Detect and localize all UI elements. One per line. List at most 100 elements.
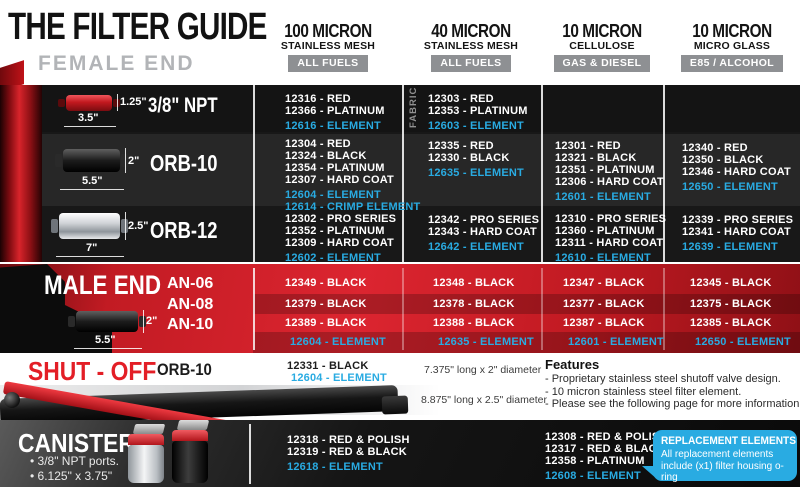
- cell-npt-100micron: 12316 - RED 12366 - PLATINUM 12616 - ELEM…: [285, 93, 385, 132]
- part-number: 12340 - RED: [682, 142, 748, 154]
- element-an-10micron-glass: 12650 - ELEMENT: [695, 336, 791, 348]
- callout-title: REPLACEMENT ELEMENTS: [661, 435, 796, 447]
- part-number: 12309 - HARD COAT: [285, 237, 394, 249]
- part-list: 12304 - RED 12324 - BLACK 12354 - PLATINUM…: [285, 138, 420, 186]
- cell-orb10-100micron: 12304 - RED 12324 - BLACK 12354 - PLATINUM…: [285, 138, 420, 213]
- male-diameter-dim: 2": [146, 315, 158, 327]
- cell-an10-10micron-cellulose: 12387 - BLACK: [563, 317, 645, 329]
- element-list: 12601 - ELEMENT: [555, 191, 664, 203]
- element-number: 12635 - ELEMENT: [428, 167, 524, 179]
- part-list: 12335 - RED 12330 - BLACK: [428, 140, 524, 164]
- row-label-shutoff-orb10: ORB-10: [157, 360, 212, 379]
- part-number: 12341 - HARD COAT: [682, 226, 791, 238]
- callout-body: All replacement elements include (x1) fi…: [661, 449, 784, 483]
- cell-npt-40micron: 12303 - RED 12353 - PLATINUM 12603 - ELEM…: [428, 93, 528, 132]
- part-number: 12321 - BLACK: [555, 152, 637, 164]
- dimension-line: [56, 256, 124, 257]
- part-list: 12308 - RED & POLISH 12317 - RED & BLACK 1…: [545, 431, 668, 467]
- column-header-100-micron: 100 MICRON STAINLESS MESH ALL FUELS: [258, 22, 398, 72]
- element-number: 12603 - ELEMENT: [428, 120, 524, 132]
- part-list: 12340 - RED 12350 - BLACK 12346 - HARD COA…: [682, 142, 791, 178]
- cell-an10-40micron: 12388 - BLACK: [433, 317, 515, 329]
- cell-orb12-10micron-cellulose: 12310 - PRO SERIES 12360 - PLATINUM 12311 …: [555, 213, 666, 264]
- element-list: 12639 - ELEMENT: [682, 241, 793, 253]
- element-an-40micron: 12635 - ELEMENT: [438, 336, 534, 348]
- element-number: 12614 - CRIMP ELEMENT: [285, 201, 421, 213]
- part-number: 12310 - PRO SERIES: [555, 213, 667, 225]
- cell-an10-100micron: 12389 - BLACK: [285, 317, 367, 329]
- column-separator: [253, 268, 255, 350]
- cell-an08-10micron-glass: 12375 - BLACK: [690, 298, 772, 310]
- male-end-panel: [0, 264, 800, 353]
- part-list: 12303 - RED 12353 - PLATINUM: [428, 93, 528, 117]
- part-number: 12346 - HARD COAT: [682, 166, 791, 178]
- part-number: 12324 - BLACK: [285, 150, 367, 162]
- orb12-diameter-dim: 2.5": [128, 220, 149, 232]
- orb10-length-dim: 5.5": [82, 175, 103, 187]
- column-separator: [541, 268, 543, 350]
- shutoff-orb10-part: 12331 - BLACK: [287, 360, 369, 372]
- row-npt-background: [40, 85, 800, 132]
- cell-an08-100micron: 12379 - BLACK: [285, 298, 367, 310]
- callout-tail: [642, 466, 658, 480]
- cell-orb12-10micron-glass: 12339 - PRO SERIES 12341 - HARD COAT 1263…: [682, 214, 793, 253]
- cell-orb10-10micron-glass: 12340 - RED 12350 - BLACK 12346 - HARD COA…: [682, 142, 791, 193]
- male-end-heading: MALE END: [44, 270, 162, 300]
- replacement-elements-callout: REPLACEMENT ELEMENTS All replacement ele…: [642, 430, 797, 483]
- element-list: 12618 - ELEMENT: [287, 461, 410, 473]
- part-number: 12360 - PLATINUM: [555, 225, 655, 237]
- cell-orb12-100micron: 12302 - PRO SERIES 12352 - PLATINUM 12309 …: [285, 213, 396, 264]
- fuel-badge: E85 / ALCOHOL: [680, 55, 784, 72]
- spec-bullet: • 6.125" x 3.75": [30, 469, 113, 483]
- part-number: 12342 - PRO SERIES: [428, 214, 540, 226]
- page-title: THE FILTER GUIDE: [8, 6, 267, 48]
- cell-orb10-10micron-cellulose: 12301 - RED 12321 - BLACK 12351 - PLATINUM…: [555, 140, 664, 203]
- row-label-an06: AN-06: [167, 275, 214, 292]
- dimension-line: [117, 94, 118, 111]
- canister-cap-image: [172, 430, 208, 441]
- fuel-badge: GAS & DIESEL: [553, 55, 651, 72]
- element-number: 12639 - ELEMENT: [682, 241, 778, 253]
- spec-bullet: • 3/8" NPT ports.: [30, 454, 119, 468]
- npt-diameter-dim: 1.25": [120, 96, 147, 108]
- part-number: 12311 - HARD COAT: [555, 237, 664, 249]
- cell-canister-100micron: 12318 - RED & POLISH 12319 - RED & BLACK …: [287, 434, 410, 473]
- column-media-label: MICRO GLASS: [693, 40, 771, 52]
- element-list: 12610 - ELEMENT: [555, 252, 666, 264]
- column-media-label: CELLULOSE: [569, 40, 635, 52]
- part-number: 12318 - RED & POLISH: [287, 434, 410, 446]
- element-an-100micron: 12604 - ELEMENT: [290, 336, 386, 348]
- part-number: 12304 - RED: [285, 138, 351, 150]
- element-list: 12635 - ELEMENT: [428, 167, 524, 179]
- column-separator: [663, 268, 665, 350]
- element-number: 12604 - ELEMENT: [285, 189, 381, 201]
- column-header-40-micron: 40 MICRON STAINLESS MESH ALL FUELS: [402, 22, 540, 72]
- element-number: 12650 - ELEMENT: [682, 181, 778, 193]
- element-number: 12616 - ELEMENT: [285, 120, 381, 132]
- column-header-10-micron-glass: 10 MICRON MICRO GLASS E85 / ALCOHOL: [664, 22, 800, 72]
- part-number: 12303 - RED: [428, 93, 494, 105]
- cell-orb12-40micron: 12342 - PRO SERIES 12343 - HARD COAT 1264…: [428, 214, 539, 253]
- fuel-badge: ALL FUELS: [431, 55, 511, 72]
- shutoff-orb10-element: 12604 - ELEMENT: [291, 372, 387, 384]
- shutoff-valve-outlet: [381, 395, 409, 415]
- element-list: 12616 - ELEMENT: [285, 120, 385, 132]
- row-orb12-background: [40, 208, 800, 262]
- column-micron-label: 10 MICRON: [562, 21, 642, 41]
- column-separator: [541, 85, 543, 262]
- cell-canister-10micron: 12308 - RED & POLISH 12317 - RED & BLACK 1…: [545, 431, 668, 482]
- element-number: 12610 - ELEMENT: [555, 252, 651, 264]
- part-number: 12308 - RED & POLISH: [545, 431, 668, 443]
- cell-an10-10micron-glass: 12385 - BLACK: [690, 317, 772, 329]
- part-list: 12310 - PRO SERIES 12360 - PLATINUM 12311 …: [555, 213, 666, 249]
- row-label-orb10: ORB-10: [150, 150, 218, 176]
- shutoff-orb10-size: 7.375" long x 2" diameter: [424, 364, 542, 376]
- cell-orb10-40micron: 12335 - RED 12330 - BLACK 12635 - ELEMENT: [428, 140, 524, 179]
- feature-item: - Please see the following page for more…: [545, 398, 800, 410]
- npt-filter-image: [58, 95, 120, 111]
- part-number: 12302 - PRO SERIES: [285, 213, 397, 225]
- part-number: 12306 - HARD COAT: [555, 176, 664, 188]
- element-an-10micron-cellulose: 12601 - ELEMENT: [568, 336, 664, 348]
- dimension-line: [64, 126, 116, 127]
